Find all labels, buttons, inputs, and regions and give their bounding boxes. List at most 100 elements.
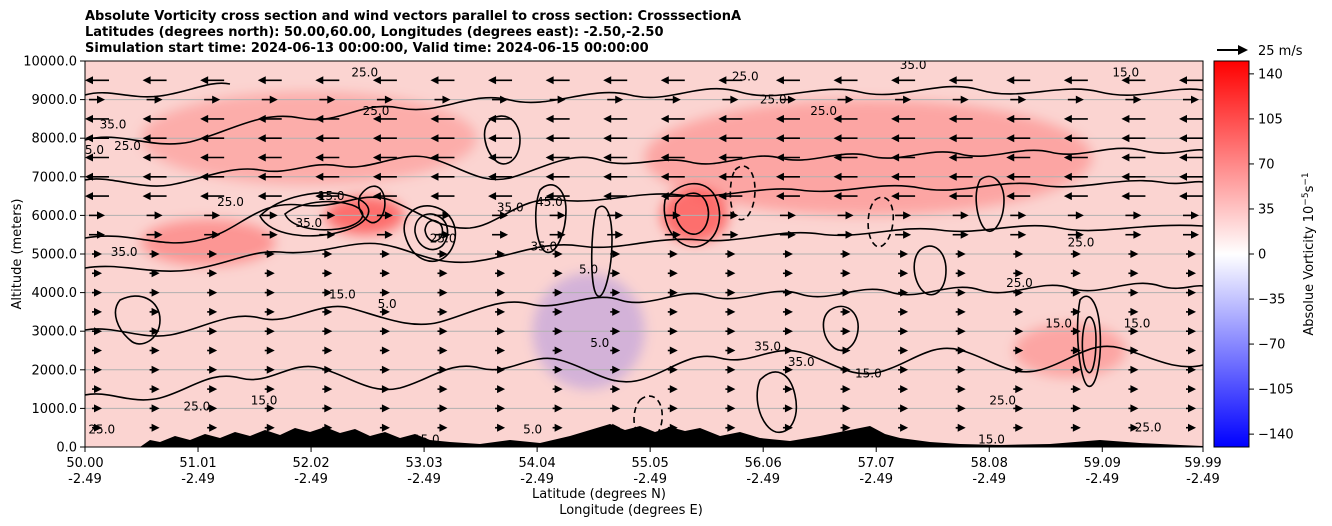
wind-vector [952, 211, 969, 220]
wind-vector-head [439, 307, 448, 316]
wind-vector-head [1015, 250, 1024, 258]
wind-vector [725, 365, 736, 374]
wind-vector [1186, 288, 1196, 297]
wind-vector-head [1072, 404, 1081, 413]
wind-vector-head [154, 211, 163, 220]
contour-label: 5.0 [590, 336, 609, 350]
wind-vector [779, 95, 796, 104]
contour-line [85, 345, 1203, 401]
wind-vector-head [669, 250, 678, 258]
wind-vector [207, 327, 218, 336]
wind-vector [495, 365, 506, 374]
contour-label: 25.0 [363, 104, 390, 118]
wind-vector [376, 230, 393, 239]
wind-vector [1070, 327, 1081, 336]
x-tick-label-latitude: 52.02 [292, 456, 329, 471]
wind-vector-head [960, 230, 969, 239]
wind-vector-head [1179, 153, 1187, 162]
wind-vector [495, 288, 506, 297]
wind-vector-head [948, 76, 957, 85]
wind-vector-head [488, 153, 497, 162]
wind-vector-head [615, 95, 624, 104]
wind-vector-head [315, 192, 324, 201]
y-tick-label: 3000.0 [32, 325, 78, 340]
wind-vector-head [430, 114, 439, 123]
wind-vector-head [660, 192, 669, 201]
wind-vector-head [442, 95, 451, 104]
wind-vector [437, 423, 448, 432]
wind-vector [552, 250, 563, 258]
wind-vector [718, 172, 743, 181]
wind-vector [437, 365, 448, 374]
wind-vector-head [1121, 172, 1130, 181]
contour-label: 25.0 [989, 394, 1016, 408]
wind-vector-head [557, 211, 566, 220]
contour-label: 5.0 [378, 297, 397, 311]
wind-vector [1183, 211, 1199, 220]
wind-vector-head [497, 365, 506, 374]
wind-vector-head [900, 385, 909, 394]
wind-vector-head [669, 385, 678, 394]
wind-vector-head [660, 134, 669, 143]
wind-vector-head [891, 76, 900, 85]
wind-vector-head [142, 153, 151, 162]
wind-vector-head [842, 250, 851, 258]
y-tick-label: 2000.0 [32, 363, 78, 378]
wind-vector-head [718, 192, 727, 201]
wind-vector-head [727, 404, 736, 413]
wind-vector-head [212, 230, 221, 239]
wind-vector-head [324, 346, 333, 355]
wind-vector [1128, 250, 1139, 258]
wind-vector [895, 95, 912, 104]
wind-vector-head [266, 404, 275, 413]
wind-vector [257, 76, 282, 85]
wind-vector-head [324, 365, 333, 374]
colorbar-tick-label: −140 [1258, 428, 1294, 443]
wind-vector [372, 114, 397, 123]
wind-vector [1010, 211, 1027, 220]
wind-vector [1179, 153, 1203, 162]
colorbar-tick-label: 35 [1258, 202, 1275, 217]
wind-vector [955, 365, 966, 374]
wind-vector-head [672, 230, 681, 239]
wind-vector [610, 269, 621, 278]
contour-line [85, 282, 1203, 337]
x-tick-label-longitude: -2.49 [181, 472, 215, 487]
contour-line [357, 185, 386, 224]
wind-vector-head [488, 192, 497, 201]
wind-vector-head [603, 172, 612, 181]
wind-vector [891, 153, 916, 162]
wind-vector [775, 76, 800, 85]
wind-vector [1063, 153, 1088, 162]
wind-vector [85, 153, 109, 162]
x-tick-label-latitude: 56.06 [745, 456, 782, 471]
wind-vector-head [1188, 404, 1196, 413]
contour-label: 25.0 [351, 66, 378, 80]
wind-vector-head [94, 327, 102, 336]
wind-vector [725, 346, 736, 355]
quiver-key: 25 m/s [1217, 44, 1303, 59]
y-tick-label: 10000.0 [23, 55, 77, 70]
wind-vector-head [439, 423, 448, 432]
contour-label: 35.0 [497, 201, 524, 215]
contour-label: 35.0 [530, 239, 557, 253]
wind-vector-head [315, 153, 324, 162]
wind-vector [607, 95, 624, 104]
wind-vector [142, 114, 167, 123]
wind-vector-head [209, 307, 218, 316]
wind-vector-head [372, 114, 381, 123]
wind-vector-head [660, 114, 669, 123]
wind-vector [495, 307, 506, 316]
contour-line [822, 305, 859, 352]
wind-vector [610, 250, 621, 258]
wind-vector-head [381, 385, 390, 394]
wind-vector [552, 327, 563, 336]
colorbar-tick-label: −35 [1258, 293, 1285, 308]
wind-vector [660, 134, 685, 143]
wind-vector-head [1179, 114, 1187, 123]
wind-vector-head [1121, 153, 1130, 162]
wind-vector-head [1188, 250, 1196, 258]
wind-vector-head [730, 211, 739, 220]
contour-line [1081, 316, 1097, 374]
wind-vector-head [257, 114, 266, 123]
